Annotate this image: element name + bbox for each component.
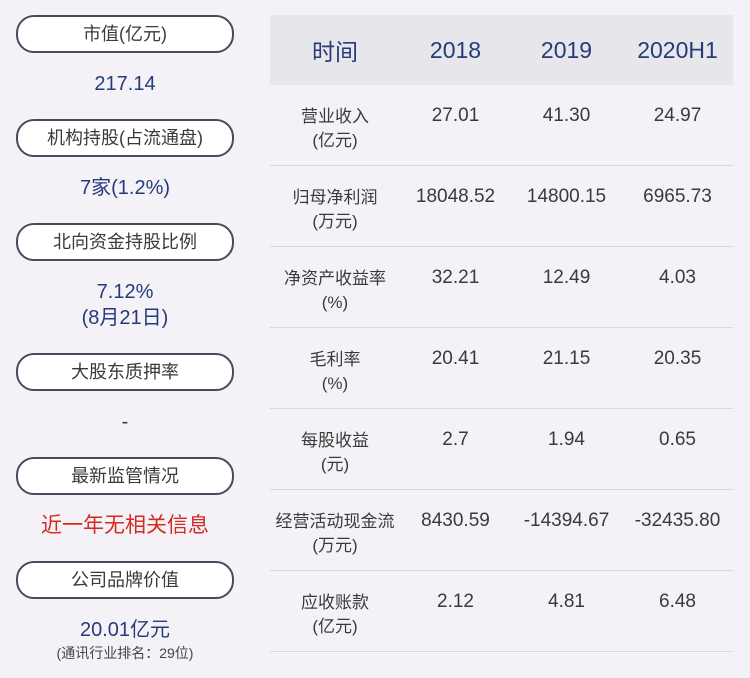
financial-table: 时间 2018 2019 2020H1 营业收入 (亿元) 27.01 41.30… — [270, 15, 733, 652]
table-cell: 20.35 — [653, 348, 702, 369]
row-label: 应收账款 (亿元) — [301, 593, 369, 636]
table-cell: 1.94 — [548, 429, 585, 450]
institutional-holding-label: 机构持股(占流通盘) — [16, 119, 234, 157]
table-row: 净资产收益率 (%) 32.21 12.49 4.03 — [270, 247, 733, 328]
header-2018: 2018 — [429, 36, 482, 63]
table-cell: 6.48 — [659, 591, 696, 612]
header-2020h1: 2020H1 — [637, 36, 718, 63]
institutional-holding-value: 7家(1.2%) — [79, 177, 171, 199]
table-cell: 24.97 — [653, 105, 702, 126]
table-cell: -14394.67 — [523, 510, 610, 531]
row-label: 经营活动现金流 (万元) — [275, 512, 395, 555]
northbound-ratio-value: 7.12% — [96, 281, 154, 303]
table-row: 毛利率 (%) 20.41 21.15 20.35 — [270, 328, 733, 409]
table-cell: 27.01 — [431, 105, 480, 126]
regulatory-status-label: 最新监管情况 — [16, 457, 234, 495]
table-cell: 0.65 — [659, 429, 696, 450]
market-cap-label: 市值(亿元) — [16, 15, 234, 53]
table-cell: 32.21 — [431, 267, 480, 288]
pledge-rate-label: 大股东质押率 — [16, 353, 234, 391]
table-cell: 41.30 — [542, 105, 591, 126]
table-cell: 6965.73 — [643, 186, 712, 207]
brand-value-rank-note: (通讯行业排名：29位) — [56, 645, 194, 661]
header-2019: 2019 — [540, 36, 593, 63]
pledge-rate-value: - — [121, 411, 129, 433]
header-period: 时间 — [312, 39, 358, 65]
table-cell: 4.81 — [548, 591, 585, 612]
table-row: 经营活动现金流 (万元) 8430.59 -14394.67 -32435.80 — [270, 490, 733, 571]
brand-value-value: 20.01亿元 — [79, 619, 171, 641]
table-row: 归母净利润 (万元) 18048.52 14800.15 6965.73 — [270, 166, 733, 247]
table-cell: 18048.52 — [415, 186, 496, 207]
table-cell: 4.03 — [659, 267, 696, 288]
table-cell: 14800.15 — [526, 186, 607, 207]
brand-value-label: 公司品牌价值 — [16, 561, 234, 599]
table-cell: 8430.59 — [421, 510, 490, 531]
table-cell: 12.49 — [542, 267, 591, 288]
table-cell: 21.15 — [542, 348, 591, 369]
table-cell: 2.12 — [437, 591, 474, 612]
row-label: 净资产收益率 (%) — [284, 269, 386, 312]
table-row: 营业收入 (亿元) 27.01 41.30 24.97 — [270, 85, 733, 166]
northbound-ratio-label: 北向资金持股比例 — [16, 223, 234, 261]
table-cell: -32435.80 — [634, 510, 721, 531]
regulatory-status-value: 近一年无相关信息 — [41, 514, 209, 537]
row-label: 营业收入 (亿元) — [301, 107, 369, 150]
table-cell: 20.41 — [431, 348, 480, 369]
table-header: 时间 2018 2019 2020H1 — [270, 15, 733, 85]
row-label: 每股收益 (元) — [301, 431, 369, 474]
northbound-ratio-date: (8月21日) — [81, 307, 169, 329]
table-cell: 2.7 — [442, 429, 469, 450]
table-row: 每股收益 (元) 2.7 1.94 0.65 — [270, 409, 733, 490]
stock-info-panel: 市值(亿元) 217.14 机构持股(占流通盘) 7家(1.2%) 北向资金持股… — [16, 0, 234, 678]
market-cap-value: 217.14 — [94, 73, 156, 95]
row-label: 毛利率 (%) — [309, 350, 361, 393]
table-row: 应收账款 (亿元) 2.12 4.81 6.48 — [270, 571, 733, 652]
row-label: 归母净利润 (万元) — [292, 188, 378, 231]
